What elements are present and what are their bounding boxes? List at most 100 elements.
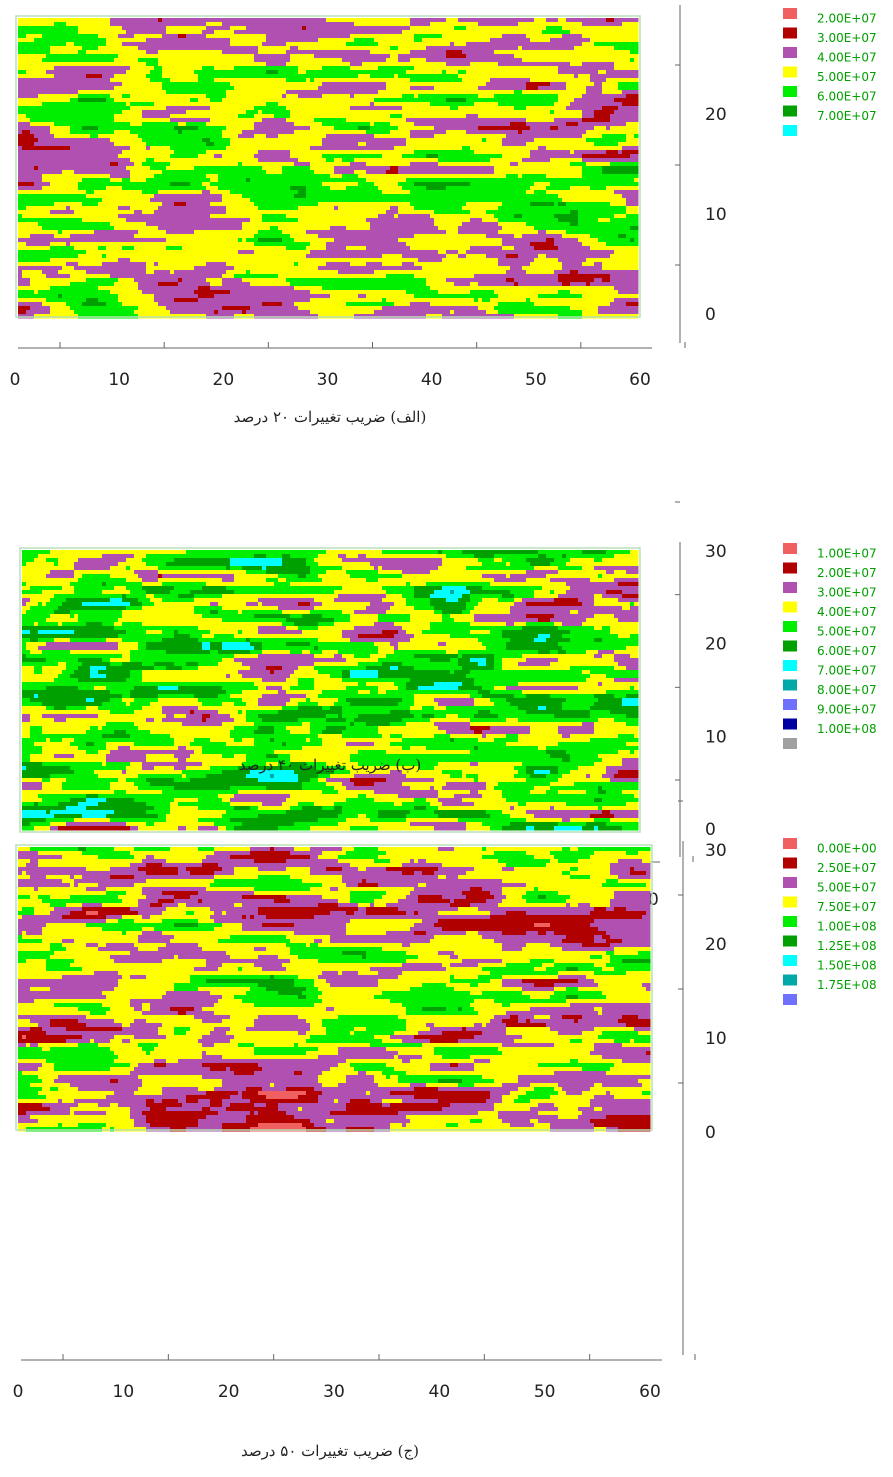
contour-band (554, 590, 567, 595)
contour-band (346, 726, 379, 731)
contour-band (302, 650, 311, 655)
legend-label: 1.75E+08 (817, 978, 877, 992)
contour-band (370, 818, 407, 823)
contour-band (566, 903, 571, 908)
contour-band (394, 650, 447, 655)
contour-band (290, 674, 331, 679)
legend-swatch (783, 718, 797, 730)
contour-band (230, 562, 283, 567)
contour-band (122, 94, 131, 99)
contour-band (174, 150, 207, 155)
contour-band (230, 955, 259, 960)
contour-band (26, 242, 51, 247)
contour-band (390, 206, 399, 211)
contour-band (154, 1099, 163, 1104)
contour-band (514, 774, 531, 779)
contour-band (570, 610, 579, 615)
contour-band (322, 851, 347, 856)
contour-band (422, 1007, 447, 1012)
contour-band (526, 818, 563, 823)
contour-band (370, 126, 399, 131)
contour-band (522, 762, 595, 767)
contour-band (306, 1051, 339, 1056)
contour-band (42, 1027, 67, 1032)
contour-band (430, 658, 451, 663)
contour-band (594, 798, 603, 803)
contour-band (562, 26, 639, 31)
contour-band (630, 634, 639, 639)
contour-band (518, 1015, 535, 1020)
contour-band (306, 943, 311, 948)
contour-band (286, 118, 315, 123)
contour-band (230, 42, 263, 47)
contour-band (358, 174, 507, 179)
contour-band (562, 947, 615, 952)
contour-band (374, 98, 447, 103)
contour-band (174, 742, 191, 747)
contour-band (166, 907, 211, 912)
contour-band (502, 138, 535, 143)
legend-swatch (783, 660, 797, 671)
contour-band (246, 26, 303, 31)
contour-band (230, 190, 299, 195)
contour-band (118, 618, 223, 623)
contour-band (314, 682, 359, 687)
contour-band (62, 266, 75, 271)
contour-band (358, 554, 367, 559)
contour-band (230, 566, 243, 571)
contour-band (22, 1071, 131, 1076)
contour-band (314, 78, 411, 83)
contour-band (142, 1007, 151, 1012)
contour-band (142, 766, 155, 771)
contour-band (374, 995, 531, 1000)
contour-band (278, 102, 371, 107)
contour-band (18, 1095, 47, 1100)
x-tick-label: 30 (323, 1382, 345, 1402)
contour-band (198, 638, 247, 643)
contour-band (166, 714, 175, 719)
contour-band (230, 1015, 259, 1020)
contour-band (198, 826, 219, 831)
contour-band (286, 859, 339, 864)
contour-band (378, 570, 403, 575)
contour-band (606, 126, 611, 131)
contour-band (554, 983, 599, 988)
contour-band (34, 694, 39, 699)
contour-band (78, 746, 107, 751)
contour-band (310, 726, 327, 731)
contour-band (442, 550, 463, 555)
contour-band (378, 810, 411, 815)
contour-band (134, 883, 211, 888)
contour-band (62, 943, 87, 948)
contour-band (506, 963, 543, 968)
contour-band (494, 1079, 519, 1084)
contour-band (346, 1107, 443, 1112)
contour-band (322, 602, 371, 607)
contour-band (18, 1003, 55, 1008)
contour-band (610, 867, 631, 872)
contour-band (526, 602, 583, 607)
contour-band (354, 1067, 395, 1072)
contour-band (118, 778, 127, 783)
contour-band (534, 638, 547, 643)
contour-band (398, 214, 431, 219)
contour-band (130, 746, 179, 751)
contour-band (322, 690, 359, 695)
contour-band (618, 150, 623, 155)
contour-band (234, 1035, 311, 1040)
contour-band (294, 770, 335, 775)
contour-band (622, 698, 639, 703)
contour-band (382, 630, 399, 635)
contour-band (86, 270, 147, 275)
contour-band (174, 126, 199, 131)
contour-band (342, 58, 387, 63)
contour-band (254, 1043, 295, 1048)
contour-band (486, 234, 515, 239)
contour-band (558, 18, 567, 23)
contour-band (158, 566, 227, 571)
contour-band (262, 602, 299, 607)
contour-band (70, 282, 115, 287)
contour-band (254, 106, 287, 111)
contour-band (206, 887, 255, 892)
contour-band (214, 154, 223, 159)
